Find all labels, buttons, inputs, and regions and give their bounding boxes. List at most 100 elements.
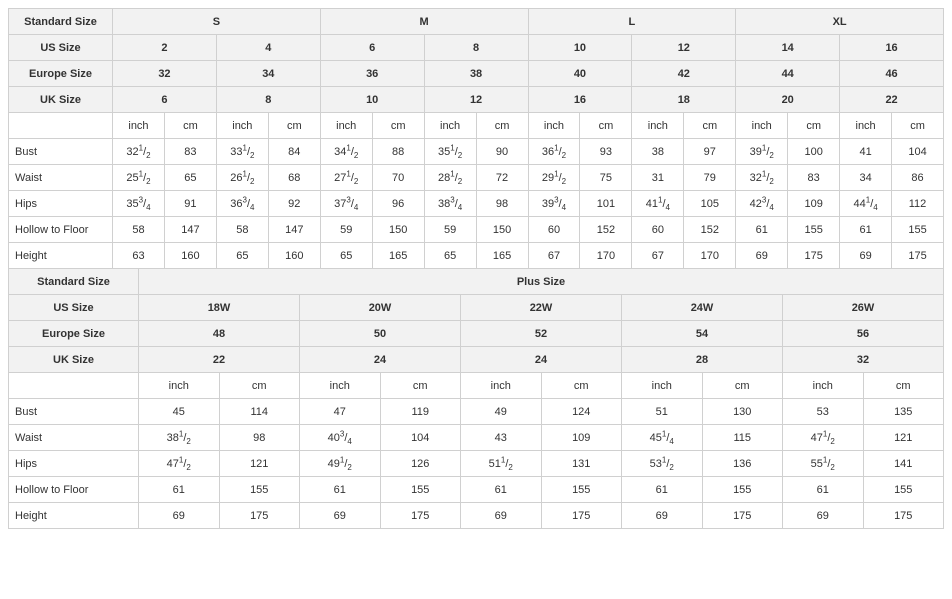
uk-size-row-plus: UK Size 22 24 24 28 32 [9,347,944,373]
measurement-cell: 175 [380,503,461,529]
measurement-cell: 83 [164,139,216,165]
measurement-cell: 49 [461,399,542,425]
measurement-cell: 121 [863,425,944,451]
measurement-cell: 59 [424,217,476,243]
measurement-cell: 361/2 [528,139,580,165]
uk-size-cell: 22 [840,87,944,113]
eu-size-cell: 44 [736,61,840,87]
measurement-cell: 70 [372,165,424,191]
measurement-cell: 69 [622,503,703,529]
eu-size-cell: 40 [528,61,632,87]
measurement-cell: 155 [541,477,622,503]
unit-inch: inch [840,113,892,139]
uk-size-cell: 18 [632,87,736,113]
measurement-cell: 97 [684,139,736,165]
us-size-cell: 26W [783,295,944,321]
measurement-cell: 471/2 [139,451,220,477]
row-label: Hips [9,191,113,217]
measurement-cell: 126 [380,451,461,477]
table-row: Waist251/265261/268271/270281/272291/275… [9,165,944,191]
unit-cm: cm [164,113,216,139]
row-label: Hollow to Floor [9,217,113,243]
measurement-cell: 160 [164,243,216,269]
measurement-cell: 59 [320,217,372,243]
measurement-cell: 34 [840,165,892,191]
measurement-cell: 321/2 [113,139,165,165]
measurement-cell: 114 [219,399,300,425]
measurement-cell: 393/4 [528,191,580,217]
measurement-cell: 135 [863,399,944,425]
measurement-cell: 131 [541,451,622,477]
measurement-cell: 69 [300,503,381,529]
unit-inch: inch [113,113,165,139]
unit-cm: cm [541,373,622,399]
measurement-cell: 61 [461,477,542,503]
unit-row-plus: inchcm inchcm inchcm inchcm inchcm [9,373,944,399]
unit-cm: cm [372,113,424,139]
row-label: Bust [9,139,113,165]
measurement-cell: 175 [863,503,944,529]
row-label: Hips [9,451,139,477]
standard-size-label: Standard Size [9,9,113,35]
measurement-cell: 67 [528,243,580,269]
measurement-cell: 86 [892,165,944,191]
measurement-cell: 155 [863,477,944,503]
measurement-cell: 119 [380,399,461,425]
measurement-cell: 531/2 [622,451,703,477]
measurement-cell: 109 [541,425,622,451]
measurement-cell: 136 [702,451,783,477]
uk-size-cell: 28 [622,347,783,373]
measurement-cell: 451/4 [622,425,703,451]
table-row: Height6316065160651656516567170671706917… [9,243,944,269]
measurement-cell: 90 [476,139,528,165]
unit-inch: inch [632,113,684,139]
measurement-cell: 121 [219,451,300,477]
measurement-cell: 61 [736,217,788,243]
standard-size-table: Standard Size S M L XL US Size 2 4 6 8 1… [8,8,944,269]
unit-inch: inch [783,373,864,399]
measurement-cell: 155 [219,477,300,503]
measurement-cell: 150 [476,217,528,243]
measurement-cell: 471/2 [783,425,864,451]
measurement-cell: 91 [164,191,216,217]
measurement-cell: 170 [684,243,736,269]
measurement-cell: 175 [892,243,944,269]
measurement-cell: 152 [580,217,632,243]
row-label: Waist [9,425,139,451]
measurement-cell: 261/2 [216,165,268,191]
measurement-cell: 423/4 [736,191,788,217]
size-s: S [113,9,321,35]
us-size-cell: 6 [320,35,424,61]
unit-inch: inch [736,113,788,139]
measurement-cell: 31 [632,165,684,191]
unit-inch: inch [424,113,476,139]
measurement-cell: 38 [632,139,684,165]
measurement-cell: 61 [840,217,892,243]
measurement-cell: 51 [622,399,703,425]
eu-size-cell: 52 [461,321,622,347]
table-row: Bust4511447119491245113053135 [9,399,944,425]
measurement-cell: 58 [216,217,268,243]
measurement-cell: 60 [528,217,580,243]
eu-size-cell: 48 [139,321,300,347]
measurement-cell: 491/2 [300,451,381,477]
uk-size-cell: 8 [216,87,320,113]
measurement-cell: 100 [788,139,840,165]
unit-cm: cm [788,113,840,139]
measurement-cell: 160 [268,243,320,269]
measurement-cell: 92 [268,191,320,217]
measurement-cell: 291/2 [528,165,580,191]
unit-inch: inch [300,373,381,399]
table-row: Height6917569175691756917569175 [9,503,944,529]
us-size-cell: 14 [736,35,840,61]
unit-cm: cm [702,373,783,399]
unit-cm: cm [892,113,944,139]
eu-size-cell: 56 [783,321,944,347]
us-size-label-2: US Size [9,295,139,321]
measurement-cell: 61 [139,477,220,503]
size-m: M [320,9,528,35]
measurement-cell: 69 [840,243,892,269]
unit-inch: inch [216,113,268,139]
measurement-cell: 43 [461,425,542,451]
measurement-cell: 68 [268,165,320,191]
